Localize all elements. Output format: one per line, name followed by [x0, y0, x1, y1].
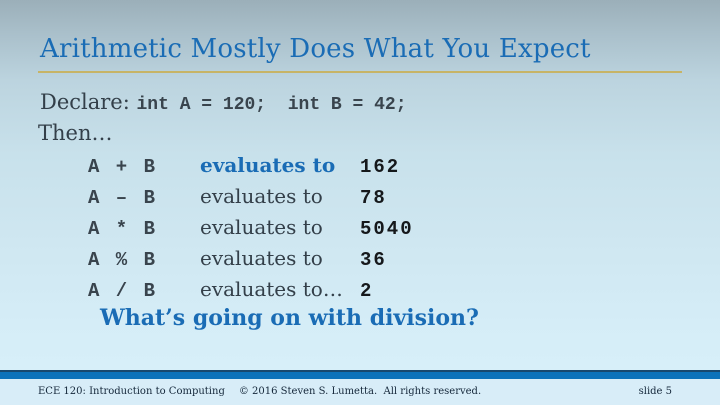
footer-course-name: ECE 120: Introduction to Computing: [38, 386, 225, 397]
expression-cell: A % B: [88, 249, 158, 271]
footer-navy-line: [0, 370, 720, 372]
result-cell: 5040: [360, 218, 414, 240]
division-question: What’s going on with division?: [100, 305, 479, 331]
evaluates-cell: evaluates to: [200, 246, 323, 270]
evaluates-cell: evaluates to: [200, 153, 336, 177]
expression-table: A + B evaluates to 162 A – B evaluates t…: [88, 153, 414, 308]
expression-cell: A * B: [88, 218, 158, 240]
expression-cell: A + B: [88, 156, 158, 178]
result-cell: 2: [360, 280, 374, 302]
slide-title: Arithmetic Mostly Does What You Expect: [40, 34, 591, 64]
declare-code: int A = 120; int B = 42;: [136, 95, 407, 115]
table-row: A * B evaluates to 5040: [88, 215, 414, 246]
title-underline: [38, 71, 682, 73]
evaluates-cell: evaluates to: [200, 215, 323, 239]
footer-blue-bar: [0, 372, 720, 379]
footer-copyright: © 2016 Steven S. Lumetta. All rights res…: [238, 386, 482, 397]
table-row: A – B evaluates to 78: [88, 184, 414, 215]
declare-label: Declare:: [40, 90, 137, 114]
then-label: Then…: [38, 121, 113, 145]
declare-line: Declare: int A = 120; int B = 42;: [40, 90, 407, 115]
result-cell: 162: [360, 156, 401, 178]
footer-strip: ECE 120: Introduction to Computing © 201…: [0, 379, 720, 405]
expression-cell: A – B: [88, 187, 158, 209]
footer: ECE 120: Introduction to Computing © 201…: [0, 370, 720, 405]
footer-slide-number: slide 5: [638, 386, 672, 397]
table-row: A % B evaluates to 36: [88, 246, 414, 277]
result-cell: 78: [360, 187, 387, 209]
evaluates-cell: evaluates to: [200, 184, 323, 208]
expression-cell: A / B: [88, 280, 158, 302]
table-row: A + B evaluates to 162: [88, 153, 414, 184]
evaluates-cell: evaluates to…: [200, 277, 343, 301]
table-row: A / B evaluates to… 2: [88, 277, 414, 308]
result-cell: 36: [360, 249, 387, 271]
